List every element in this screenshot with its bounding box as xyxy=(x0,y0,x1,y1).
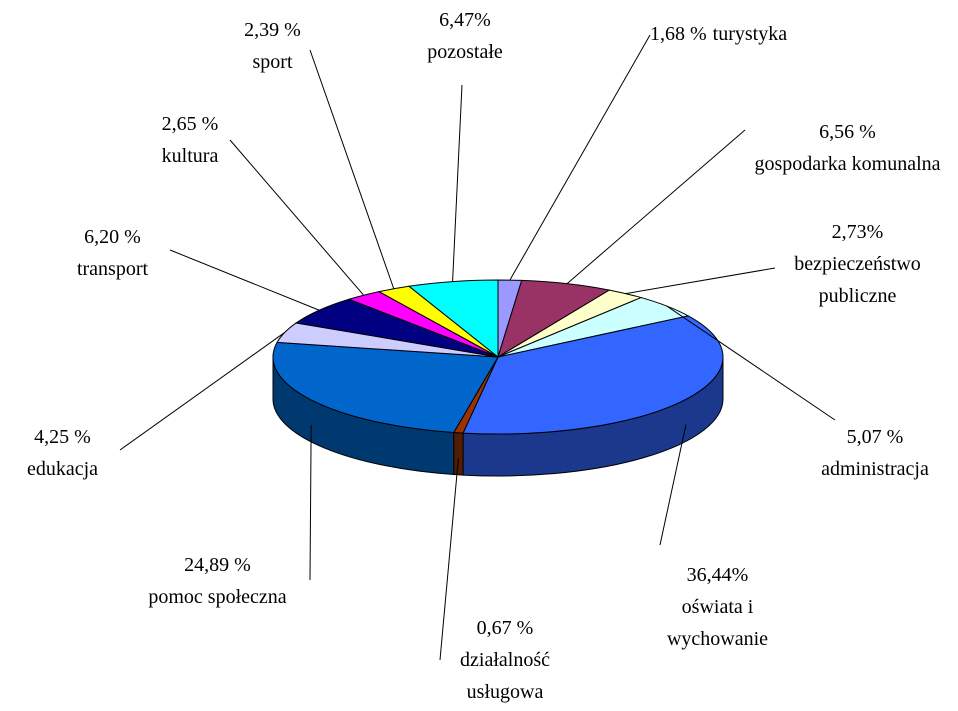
leader-line xyxy=(659,424,687,546)
leader-line xyxy=(309,425,312,581)
leader-line xyxy=(439,457,459,661)
slice-label: 5,07 % administracja xyxy=(795,421,955,485)
value-label: 5,07 % xyxy=(846,426,904,448)
leader-line xyxy=(309,49,395,289)
leader-line xyxy=(566,129,746,285)
slice-label: 2,39 % sport xyxy=(215,14,330,78)
leader-line xyxy=(625,267,776,295)
leader-line xyxy=(229,139,365,296)
slice-label: 2,73% bezpieczeństwo publiczne xyxy=(765,216,950,312)
value-label: 2,73% xyxy=(831,221,884,243)
slice-label: 6,47% pozostałe xyxy=(395,4,535,68)
slice-label: 0,67 % działalność usługowa xyxy=(445,612,565,708)
value-label: 0,67 % xyxy=(476,617,534,639)
category-label: sport xyxy=(252,51,293,73)
category-label: administracja xyxy=(821,458,929,480)
leader-line xyxy=(452,84,463,282)
slice-side xyxy=(453,431,464,476)
value-label: 2,39 % xyxy=(244,19,301,41)
value-label: 36,44% xyxy=(686,564,749,586)
value-label: 6,20 % xyxy=(84,226,141,248)
slice-label: 1,68 % turystyka xyxy=(650,18,850,50)
slice-label: 6,20 % transport xyxy=(45,221,180,285)
category-label: działalność usługowa xyxy=(460,649,550,703)
leader-line xyxy=(119,332,286,451)
category-label: pozostałe xyxy=(427,41,503,63)
value-label: 4,25 % xyxy=(34,426,91,448)
slice-label: 24,89 % pomoc społeczna xyxy=(110,549,325,613)
value-label: 1,68 % xyxy=(650,23,707,45)
value-label: 6,56 % xyxy=(819,121,876,143)
value-label: 2,65 % xyxy=(161,113,219,135)
slice-label: 4,25 % edukacja xyxy=(5,421,120,485)
leader-line xyxy=(666,305,836,421)
category-label: transport xyxy=(76,258,149,280)
leader-line xyxy=(169,249,320,311)
slice xyxy=(462,315,724,435)
category-label: turystyka xyxy=(712,23,788,45)
category-label: bezpieczeństwo publiczne xyxy=(794,253,921,307)
category-label: edukacja xyxy=(26,458,99,480)
slice-label: 6,56 % gospodarka komunalna xyxy=(740,116,955,180)
category-label: gospodarka komunalna xyxy=(754,153,941,175)
value-label: 6,47% xyxy=(439,9,491,31)
value-label: 24,89 % xyxy=(184,554,251,576)
leader-line xyxy=(509,34,651,281)
slice xyxy=(272,341,499,434)
slice-label: 2,65 % kultura xyxy=(130,108,250,172)
category-label: pomoc społeczna xyxy=(148,586,287,608)
slice-label: 36,44% oświata i wychowanie xyxy=(645,559,790,655)
category-label: oświata i wychowanie xyxy=(666,596,769,650)
category-label: kultura xyxy=(161,145,219,167)
